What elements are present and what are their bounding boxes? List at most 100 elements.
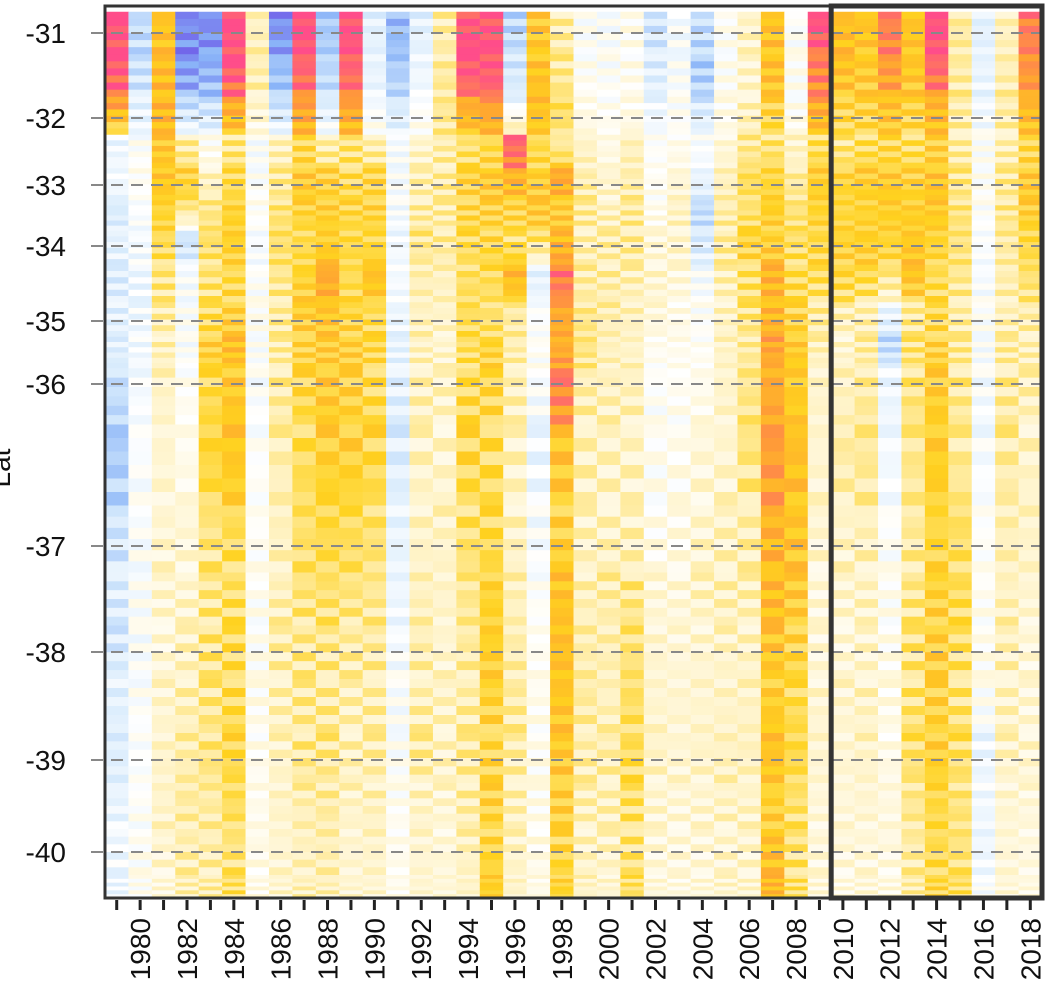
- heatmap-cell: [128, 210, 153, 216]
- heatmap-cell: [596, 277, 621, 284]
- heatmap-cell: [667, 11, 692, 20]
- heatmap-cell: [620, 581, 645, 591]
- heatmap-cell: [714, 168, 738, 174]
- heatmap-cell: [971, 527, 996, 540]
- heatmap-cell: [198, 724, 223, 734]
- heatmap-cell: [1018, 438, 1043, 452]
- heatmap-cell: [432, 607, 457, 618]
- heatmap-cell: [878, 821, 902, 830]
- heatmap-cell: [339, 643, 364, 653]
- heatmap-cell: [784, 151, 809, 158]
- heatmap-cell: [526, 438, 551, 452]
- heatmap-cell: [971, 607, 996, 618]
- heatmap-cell: [995, 189, 1019, 196]
- heatmap-cell: [362, 96, 387, 104]
- heatmap-cell: [503, 516, 528, 529]
- heatmap-cell: [784, 347, 809, 353]
- heatmap-cell: [737, 230, 762, 237]
- heatmap-cell: [362, 505, 387, 518]
- heatmap-cell: [737, 852, 762, 861]
- heatmap-cell: [784, 134, 809, 141]
- heatmap-cell: [620, 205, 645, 211]
- heatmap-cell: [479, 890, 504, 895]
- heatmap-cell: [503, 550, 528, 562]
- heatmap-cell: [831, 134, 855, 141]
- heatmap-cell: [339, 178, 364, 185]
- heatmap-cell: [831, 377, 855, 388]
- heatmap-cell: [128, 741, 153, 751]
- heatmap-cell: [901, 790, 926, 799]
- heatmap-cell: [690, 18, 715, 27]
- heatmap-cell: [198, 616, 223, 626]
- heatmap-cell: [878, 766, 902, 776]
- heatmap-cell: [222, 867, 246, 876]
- heatmap-cell: [105, 247, 129, 254]
- heatmap-cell: [573, 550, 598, 562]
- heatmap-cell: [362, 581, 387, 591]
- heatmap-cell: [550, 715, 574, 725]
- heatmap-cell: [573, 625, 598, 635]
- heatmap-cell: [105, 342, 129, 348]
- heatmap-cell: [643, 821, 668, 830]
- heatmap-cell: [268, 342, 293, 348]
- heatmap-cell: [222, 766, 246, 776]
- heatmap-cell: [878, 11, 902, 20]
- heatmap-cell: [924, 357, 949, 364]
- heatmap-cell: [503, 634, 528, 644]
- heatmap-cell: [386, 405, 410, 416]
- heatmap-cell: [995, 25, 1019, 34]
- heatmap-cell: [807, 798, 832, 807]
- heatmap-cell: [807, 741, 832, 751]
- heatmap-cell: [526, 844, 551, 853]
- heatmap-cell: [854, 205, 879, 211]
- heatmap-cell: [315, 319, 340, 326]
- heatmap-cell: [550, 836, 574, 845]
- heatmap-cell: [643, 724, 668, 734]
- heatmap-cell: [737, 264, 762, 272]
- heatmap-cell: [151, 259, 176, 266]
- heatmap-cell: [315, 225, 340, 232]
- heatmap-cell: [456, 616, 481, 626]
- heatmap-cell: [667, 178, 692, 185]
- heatmap-cell: [667, 813, 692, 822]
- heatmap-cell: [948, 96, 973, 104]
- heatmap-cell: [620, 109, 645, 117]
- heatmap-cell: [268, 122, 293, 129]
- heatmap-cell: [831, 492, 855, 506]
- heatmap-cell: [432, 715, 457, 725]
- heatmap-cell: [714, 415, 738, 425]
- heatmap-cell: [432, 283, 457, 291]
- heatmap-cell: [222, 844, 246, 853]
- heatmap-cell: [456, 643, 481, 653]
- heatmap-cell: [620, 478, 645, 493]
- heatmap-cell: [128, 706, 153, 716]
- heatmap-cell: [409, 308, 434, 315]
- heatmap-cell: [948, 82, 973, 91]
- heatmap-cell: [339, 492, 364, 506]
- heatmap-cell: [737, 505, 762, 518]
- heatmap-cell: [760, 607, 785, 618]
- heatmap-cell: [714, 368, 738, 379]
- heatmap-cell: [245, 253, 270, 260]
- heatmap-cell: [620, 200, 645, 206]
- heatmap-cell: [760, 821, 785, 830]
- heatmap-cell: [105, 415, 129, 425]
- heatmap-cell: [1018, 11, 1043, 20]
- heatmap-cell: [526, 652, 551, 662]
- heatmap-cell: [339, 96, 364, 104]
- heatmap-cell: [948, 178, 973, 185]
- heatmap-cell: [245, 590, 270, 600]
- heatmap-cell: [479, 352, 504, 359]
- heatmap-cell: [198, 242, 223, 249]
- heatmap-cell: [198, 661, 223, 671]
- heatmap-cell: [292, 758, 317, 767]
- heatmap-cell: [1018, 875, 1043, 880]
- heatmap-cell: [643, 886, 668, 891]
- heatmap-cell: [831, 368, 855, 379]
- heatmap-cell: [573, 758, 598, 767]
- heatmap-cell: [292, 342, 317, 348]
- heatmap-cell: [456, 661, 481, 671]
- heatmap-cell: [737, 561, 762, 573]
- heatmap-cell: [362, 18, 387, 27]
- heatmap-cell: [526, 283, 551, 291]
